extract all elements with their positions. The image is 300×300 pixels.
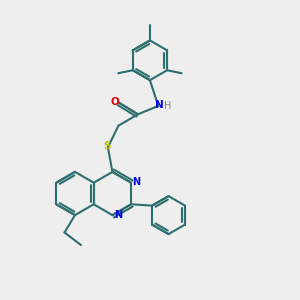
Text: N: N	[155, 100, 164, 110]
Text: S: S	[103, 141, 111, 151]
Text: N: N	[114, 209, 122, 220]
Text: H: H	[164, 101, 172, 111]
Text: O: O	[111, 97, 119, 107]
Text: N: N	[133, 177, 141, 187]
